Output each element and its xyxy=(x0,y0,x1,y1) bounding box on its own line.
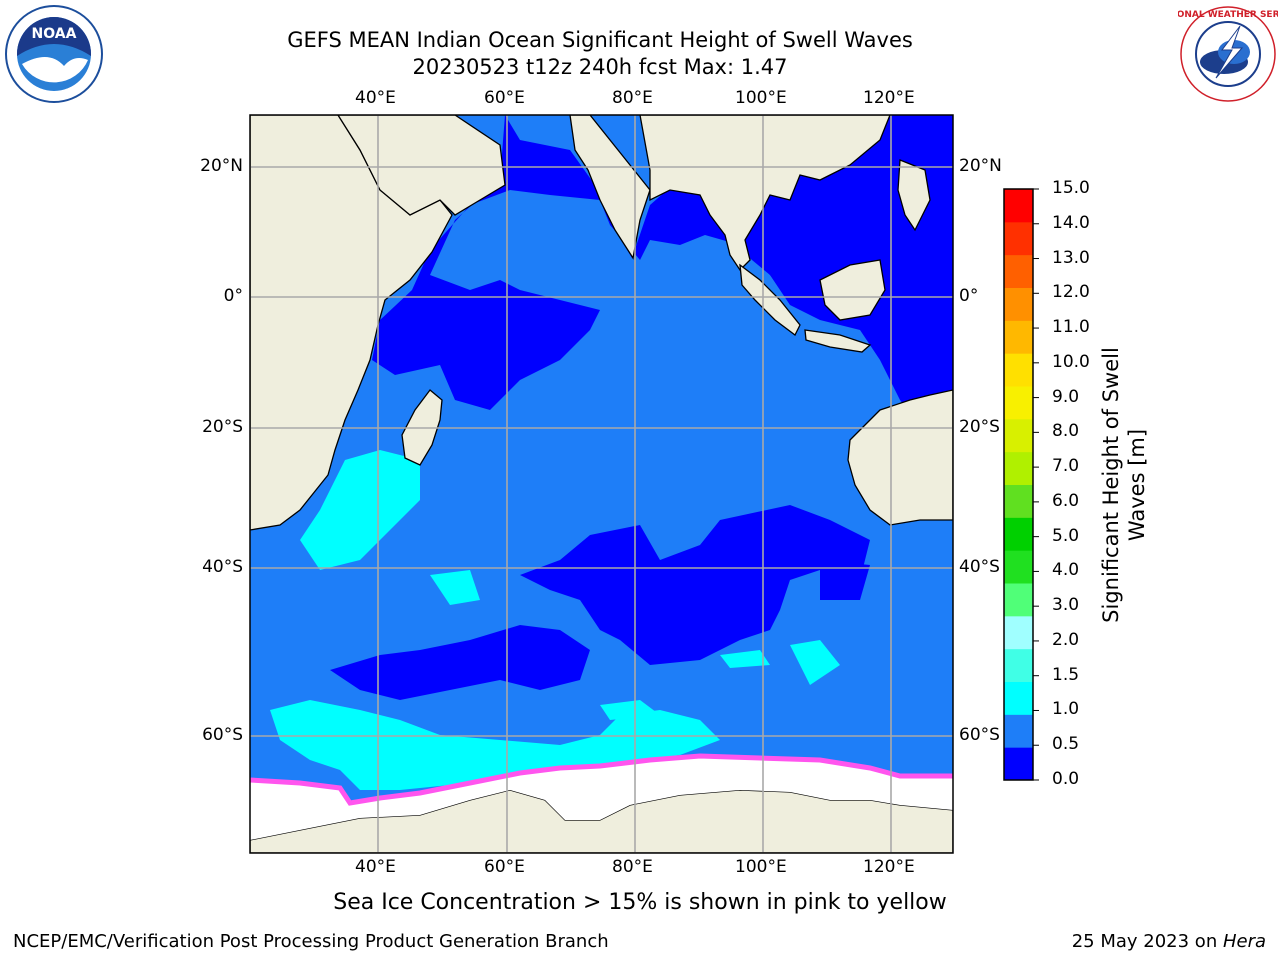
colorbar-swatch xyxy=(1004,517,1033,551)
colorbar-tick-label: 4.0 xyxy=(1052,560,1080,581)
colorbar-swatch xyxy=(1004,681,1033,715)
lat-label-right: 0° xyxy=(959,286,979,306)
lon-label-bottom: 40°E xyxy=(355,857,396,877)
lat-label-left: 0° xyxy=(223,286,243,306)
footer-date-text: 25 May 2023 on xyxy=(1071,931,1223,952)
colorbar-tick-label: 2.0 xyxy=(1052,629,1080,650)
lon-label-bottom: 120°E xyxy=(863,857,915,877)
lat-label-left: 20°S xyxy=(202,417,243,437)
colorbar-tick-label: 13.0 xyxy=(1052,247,1090,268)
footer-host: Hera xyxy=(1222,931,1266,952)
lon-label-top: 100°E xyxy=(735,88,787,108)
colorbar-swatch xyxy=(1004,221,1033,256)
lon-label-bottom: 60°E xyxy=(484,857,525,877)
land-masses xyxy=(250,115,953,853)
colorbar-swatch xyxy=(1004,615,1033,650)
colorbar-tick-label: 0.5 xyxy=(1052,734,1080,755)
lat-label-right: 40°S xyxy=(959,557,1000,577)
colorbar-tick-label: 9.0 xyxy=(1052,386,1080,407)
colorbar-swatch xyxy=(1004,386,1033,420)
colorbar-swatch xyxy=(1004,648,1033,682)
sea-ice-caption: Sea Ice Concentration > 15% is shown in … xyxy=(333,890,947,915)
colorbar-swatch xyxy=(1004,451,1033,485)
colorbar-swatch xyxy=(1004,747,1033,781)
graticule xyxy=(250,115,953,853)
sea-ice-edge xyxy=(250,753,953,806)
chart-subtitle: 20230523 t12z 240h fcst Max: 1.47 xyxy=(412,55,788,79)
colorbar-swatch xyxy=(1004,583,1033,617)
colorbar-swatch xyxy=(1004,353,1033,387)
colorbar-swatch xyxy=(1004,287,1033,321)
lon-label-bottom: 80°E xyxy=(612,857,653,877)
colorbar-tick-label: 1.0 xyxy=(1052,699,1080,720)
colorbar-swatch xyxy=(1004,550,1033,584)
map-frame xyxy=(249,114,954,854)
colorbar-tick-label: 11.0 xyxy=(1052,317,1090,338)
colorbar-tick-label: 10.0 xyxy=(1052,351,1090,372)
colorbar-tick-label: 6.0 xyxy=(1052,490,1080,511)
colorbar-swatch xyxy=(1004,189,1033,223)
colorbar-frame xyxy=(1003,188,1034,781)
lon-label-top: 40°E xyxy=(355,88,396,108)
lat-label-left: 20°N xyxy=(200,156,243,176)
sea-ice-interior xyxy=(250,758,953,840)
chart-title: GEFS MEAN Indian Ocean Significant Heigh… xyxy=(287,28,913,52)
colorbar-tick-label: 15.0 xyxy=(1052,178,1090,198)
colorbar xyxy=(1003,188,1039,781)
colorbar-swatch xyxy=(1004,418,1033,453)
nws-logo-text: NATIONAL WEATHER SERVICE xyxy=(1178,10,1278,20)
colorbar-swatch xyxy=(1004,320,1033,354)
colorbar-tick-label: 3.0 xyxy=(1052,595,1080,616)
lat-label-left: 40°S xyxy=(202,557,243,577)
footer-credit: NCEP/EMC/Verification Post Processing Pr… xyxy=(13,931,609,952)
colorbar-tick-label: 7.0 xyxy=(1052,456,1080,477)
colorbar-tick-label: 8.0 xyxy=(1052,421,1080,442)
colorbar-tick-label: 5.0 xyxy=(1052,525,1080,546)
colorbar-label: Significant Height of Swell Waves [m] xyxy=(1099,347,1149,623)
footer-date: 25 May 2023 on Hera xyxy=(1072,931,1266,952)
lon-label-top: 120°E xyxy=(863,88,915,108)
colorbar-tick-label: 1.5 xyxy=(1052,664,1080,685)
map-field xyxy=(250,115,953,853)
noaa-logo-text: NOAA xyxy=(32,26,77,42)
colorbar-swatch xyxy=(1004,254,1033,288)
lat-label-right: 20°N xyxy=(959,156,1002,176)
colorbar-swatch xyxy=(1004,484,1033,518)
lon-label-top: 80°E xyxy=(612,88,653,108)
colorbar-swatch xyxy=(1004,714,1033,748)
colorbar-tick-label: 14.0 xyxy=(1052,212,1090,233)
nws-logo-icon: NATIONAL WEATHER SERVICE xyxy=(1178,6,1278,102)
lat-label-right: 60°S xyxy=(959,725,1000,745)
lon-label-bottom: 100°E xyxy=(735,857,787,877)
lat-label-right: 20°S xyxy=(959,417,1000,437)
colorbar-tick-label: 0.0 xyxy=(1052,769,1080,789)
colorbar-tick-label: 12.0 xyxy=(1052,282,1090,303)
noaa-logo-icon: NOAA xyxy=(5,5,103,103)
lon-label-top: 60°E xyxy=(484,88,525,108)
lat-label-left: 60°S xyxy=(202,725,243,745)
